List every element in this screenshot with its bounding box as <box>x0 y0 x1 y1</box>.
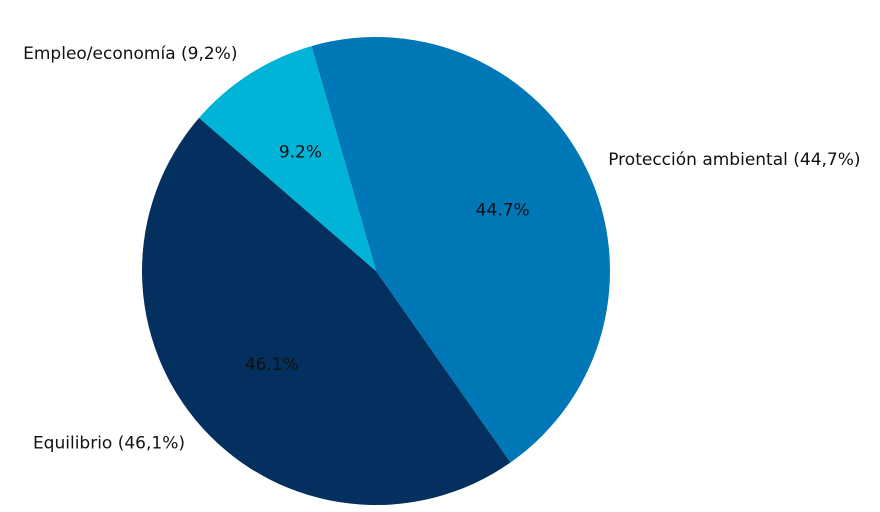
pct-label-proteccion-ambiental: 44.7% <box>476 200 530 220</box>
category-label-proteccion-ambiental: Protección ambiental (44,7%) <box>608 150 860 170</box>
category-label-equilibrio: Equilibrio (46,1%) <box>33 434 185 454</box>
category-labels: Protección ambiental (44,7%) Equilibrio (… <box>23 44 860 454</box>
pie-slice-empleo-economia <box>199 46 376 272</box>
pie-slices <box>141 36 611 506</box>
pct-label-empleo-economia: 9.2% <box>279 143 322 163</box>
pie-slice-proteccion-ambiental <box>311 36 611 463</box>
category-label-empleo-economia: Empleo/economía (9,2%) <box>23 44 237 64</box>
pie-slice-equilibrio <box>141 117 511 506</box>
pct-label-equilibrio: 46.1% <box>245 355 299 375</box>
percentage-labels: 44.7% 46.1% 9.2% <box>245 143 530 375</box>
